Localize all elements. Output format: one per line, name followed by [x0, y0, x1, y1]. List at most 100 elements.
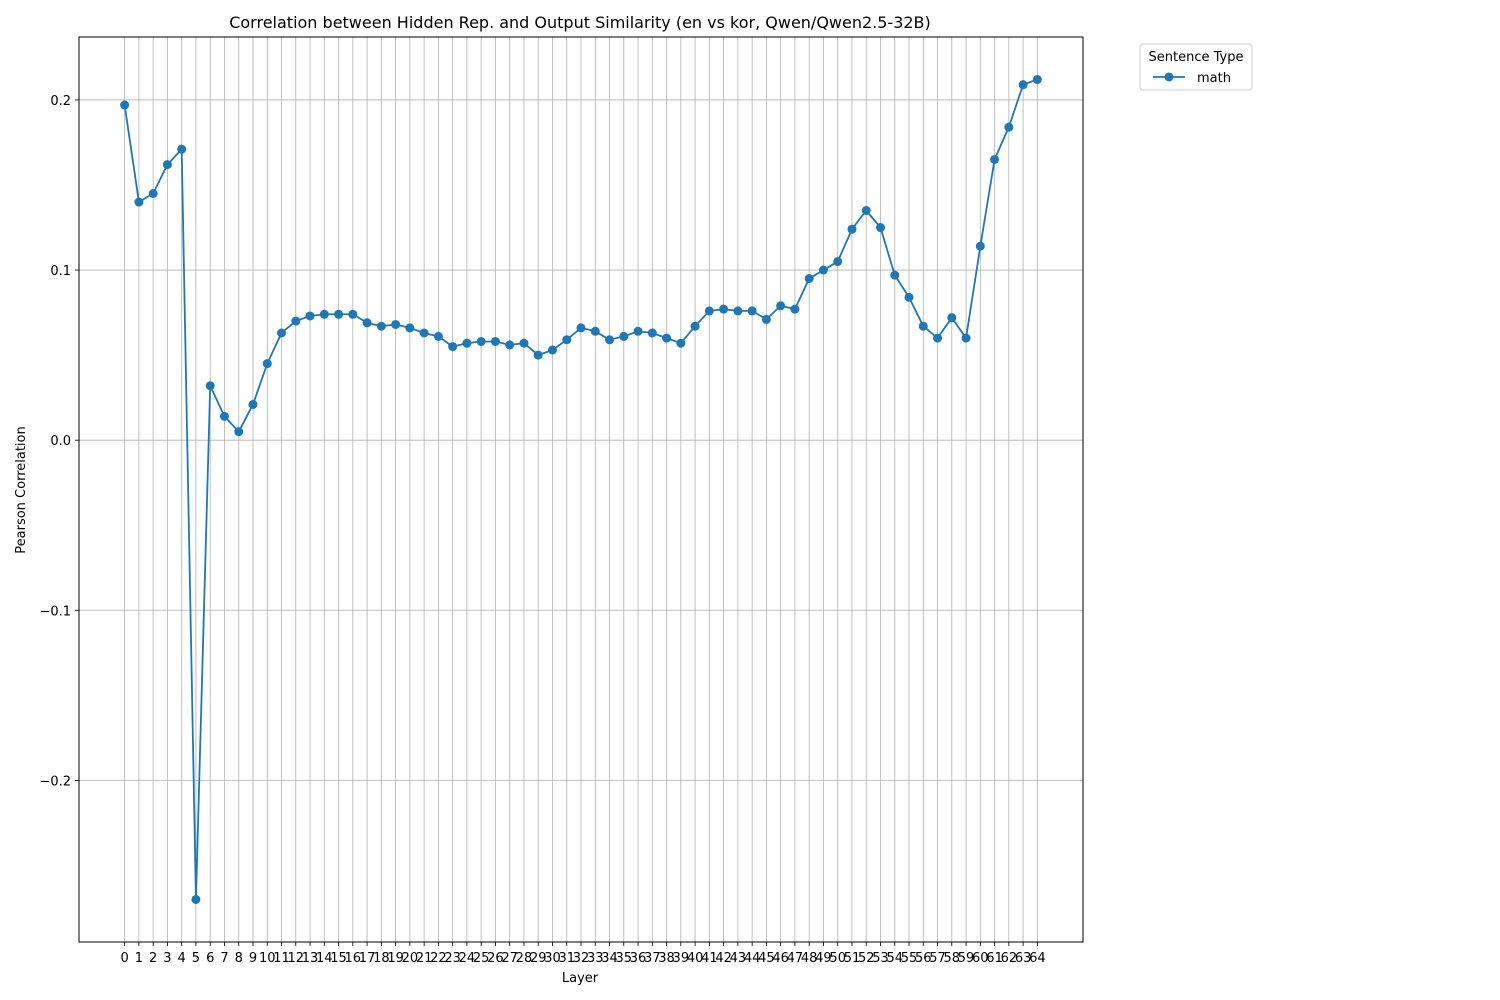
x-tick-label: 6: [206, 951, 214, 966]
data-point: [305, 311, 315, 321]
x-tick-label: 45: [758, 951, 775, 966]
x-tick-label: 28: [516, 951, 533, 966]
x-axis-label: Layer: [562, 971, 599, 986]
x-tick-label: 7: [220, 951, 228, 966]
series: [120, 75, 1042, 904]
data-point: [747, 306, 757, 316]
legend-title: Sentence Type: [1149, 50, 1244, 65]
y-tick-label: 0.2: [50, 94, 71, 109]
data-point: [833, 257, 843, 267]
x-tick-label: 15: [330, 951, 347, 966]
data-point: [234, 427, 244, 437]
data-point: [476, 337, 486, 347]
data-point: [248, 399, 258, 409]
x-tick-label: 8: [235, 951, 243, 966]
x-tick-label: 12: [287, 951, 304, 966]
data-point: [162, 160, 172, 170]
x-axis-ticks: 0 1 2 3 4 5 6 7 8 9 101112131415161718192021222324…: [120, 942, 1046, 966]
y-tick-label: 0.1: [50, 264, 71, 279]
legend-label-math: math: [1197, 71, 1231, 86]
data-point: [704, 306, 714, 316]
x-tick-label: 58: [944, 951, 961, 966]
data-point: [505, 340, 515, 350]
data-point: [519, 338, 529, 348]
x-tick-label: 48: [801, 951, 818, 966]
data-point: [990, 154, 1000, 164]
x-tick-label: 55: [901, 951, 918, 966]
x-tick-label: 11: [273, 951, 290, 966]
legend-marker-math: [1164, 72, 1174, 82]
x-tick-label: 5: [192, 951, 200, 966]
chart-title: Correlation between Hidden Rep. and Outp…: [229, 13, 931, 32]
x-tick-label: 1: [135, 951, 143, 966]
y-axis-ticks: −0.2 −0.1 0.0 0.1 0.2: [39, 94, 79, 789]
x-tick-label: 33: [587, 951, 604, 966]
data-point: [391, 319, 401, 329]
data-point: [619, 331, 629, 341]
data-point: [647, 328, 657, 338]
data-point: [448, 342, 458, 352]
data-point: [191, 894, 201, 904]
x-tick-label: 43: [730, 951, 747, 966]
x-tick-label: 30: [544, 951, 561, 966]
data-point: [576, 323, 586, 333]
data-point: [733, 306, 743, 316]
x-tick-label: 51: [844, 951, 861, 966]
x-tick-label: 64: [1029, 951, 1046, 966]
data-point: [148, 189, 158, 199]
y-axis-label: Pearson Correlation: [14, 426, 29, 553]
data-point: [291, 316, 301, 326]
x-tick-label: 17: [359, 951, 376, 966]
data-point: [975, 241, 985, 251]
data-point: [633, 326, 643, 336]
x-tick-label: 14: [316, 951, 333, 966]
x-tick-label: 19: [387, 951, 404, 966]
data-point: [861, 206, 871, 216]
data-point: [277, 328, 287, 338]
x-tick-label: 29: [530, 951, 547, 966]
x-tick-label: 56: [915, 951, 932, 966]
x-tick-label: 52: [858, 951, 875, 966]
x-tick-label: 13: [302, 951, 319, 966]
x-tick-label: 54: [886, 951, 903, 966]
data-point: [904, 292, 914, 302]
x-tick-label: 63: [1015, 951, 1032, 966]
data-point: [376, 321, 386, 331]
x-tick-label: 36: [630, 951, 647, 966]
data-point: [847, 224, 857, 234]
x-tick-label: 10: [259, 951, 276, 966]
data-point: [120, 100, 130, 110]
data-point: [219, 411, 229, 421]
data-point: [1004, 122, 1014, 132]
x-tick-label: 3: [163, 951, 171, 966]
x-tick-label: 21: [416, 951, 433, 966]
x-tick-label: 46: [772, 951, 789, 966]
data-point: [676, 338, 686, 348]
x-tick-label: 16: [345, 951, 362, 966]
data-point: [134, 197, 144, 207]
data-point: [319, 309, 329, 319]
data-point: [433, 331, 443, 341]
data-point: [562, 335, 572, 345]
data-point: [690, 321, 700, 331]
x-tick-label: 23: [444, 951, 461, 966]
x-tick-label: 59: [958, 951, 975, 966]
data-point: [947, 313, 957, 323]
x-tick-label: 50: [829, 951, 846, 966]
data-point: [605, 335, 615, 345]
data-point: [533, 350, 543, 360]
data-point: [177, 144, 187, 154]
y-tick-label: −0.2: [39, 774, 71, 789]
data-point: [761, 314, 771, 324]
x-tick-label: 25: [473, 951, 490, 966]
x-tick-label: 47: [787, 951, 804, 966]
x-tick-label: 49: [815, 951, 832, 966]
x-tick-label: 4: [178, 951, 186, 966]
x-tick-label: 35: [616, 951, 633, 966]
x-tick-label: 34: [601, 951, 618, 966]
x-tick-label: 41: [701, 951, 718, 966]
data-point: [804, 274, 814, 284]
data-point: [419, 328, 429, 338]
data-point: [590, 326, 600, 336]
